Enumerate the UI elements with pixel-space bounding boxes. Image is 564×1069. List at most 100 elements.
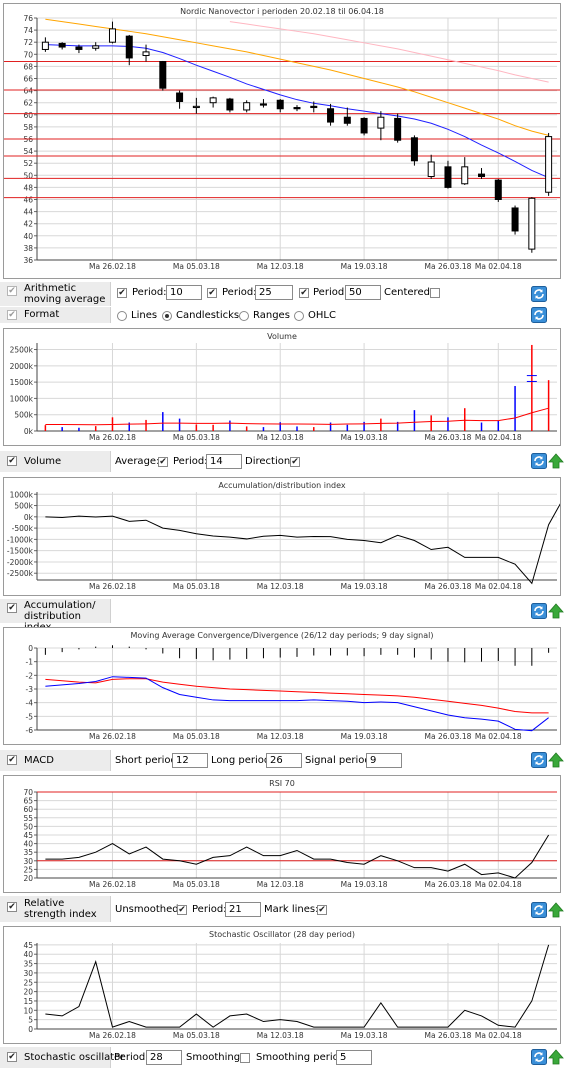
volume-period-input[interactable]: 14 (206, 454, 242, 469)
x-tick-label: Ma 02.04.18 (475, 732, 522, 741)
candle-body (410, 137, 418, 162)
format-lines-radio[interactable] (117, 311, 127, 321)
x-tick-label: Ma 19.03.18 (341, 1031, 388, 1040)
volume-average-line (45, 407, 549, 426)
y-tick-label: 38 (23, 244, 33, 253)
arrow-up-icon[interactable] (548, 752, 564, 768)
rsi-unsmoothed-checkbox[interactable]: ✔ (177, 905, 187, 915)
macd-long-input[interactable]: 26 (266, 753, 302, 768)
arrow-up-icon[interactable] (548, 603, 564, 619)
y-tick-label: 20 (23, 988, 33, 997)
ma-period2-input[interactable]: 25 (255, 285, 293, 300)
chart-title: Volume (267, 332, 297, 341)
stoch-period-input[interactable]: 28 (146, 1050, 182, 1065)
stoch-smoothing-label: Smoothing: (186, 1052, 244, 1063)
arrow-up-icon[interactable] (548, 1049, 564, 1065)
y-tick-label: 66 (23, 75, 33, 84)
format-ranges-label: Ranges (253, 310, 290, 321)
macd-checkbox[interactable]: ✔ (7, 755, 17, 765)
rsi-period-input[interactable]: 21 (225, 902, 261, 917)
price-chart: Nordic Nanovector i perioden 20.02.18 ti… (4, 7, 560, 271)
x-tick-label: Ma 26.02.18 (89, 1031, 136, 1040)
ma-period1-checkbox[interactable]: ✔ (117, 288, 127, 298)
macd-signal-label: Signal period: (305, 755, 375, 766)
x-tick-label: Ma 26.03.18 (425, 433, 472, 442)
macd-label-cell (0, 750, 111, 771)
volume-control-row: ✔ Volume Average: ✔ Period: 14 Direction… (0, 451, 564, 472)
ma-centered-label: Centered: (384, 287, 434, 298)
rsi-chart-panel: RSI 70 20 25 30 35 40 45 50 55 60 65 70 Ma 26.02.18 M… (3, 775, 561, 893)
ma-period3-checkbox[interactable]: ✔ (299, 288, 309, 298)
x-tick-label: Ma 05.03.18 (173, 433, 220, 442)
ma-control-row: ✔ Arithmetic moving average ✔ Period: 10… (0, 282, 564, 306)
ma25-line (45, 18, 549, 136)
x-tick-label: Ma 19.03.18 (341, 262, 388, 271)
rsi-mark-checkbox[interactable]: ✔ (317, 905, 327, 915)
candle-body (511, 207, 519, 232)
candle-body (360, 117, 368, 134)
arrow-up-icon[interactable] (548, 453, 564, 469)
y-tick-label: -2 (26, 671, 34, 680)
format-ranges-radio[interactable] (239, 311, 249, 321)
format-lines-label: Lines (131, 310, 158, 321)
ad-chart: Accumulation/distribution index -2500k -20… (7, 481, 560, 591)
ma-period2-checkbox[interactable]: ✔ (207, 288, 217, 298)
refresh-icon[interactable] (531, 902, 547, 918)
y-tick-label: 30 (23, 969, 33, 978)
x-tick-label: Ma 26.02.18 (89, 433, 136, 442)
rsi-checkbox[interactable]: ✔ (7, 902, 17, 912)
refresh-icon[interactable] (531, 1049, 547, 1065)
stoch-smoothing-checkbox[interactable] (240, 1053, 250, 1063)
candle-body (142, 51, 150, 57)
y-tick-label: 62 (23, 99, 33, 108)
candle-body (192, 105, 200, 109)
ad-checkbox[interactable]: ✔ (7, 603, 17, 613)
ma-centered-checkbox[interactable] (430, 288, 440, 298)
volume-average-checkbox[interactable]: ✔ (158, 457, 168, 467)
x-tick-label: Ma 12.03.18 (257, 1031, 304, 1040)
rsi-period-label: Period: (192, 904, 227, 915)
stoch-smoothing-period-input[interactable]: 5 (336, 1050, 372, 1065)
volume-checkbox[interactable]: ✔ (7, 456, 17, 466)
y-tick-label: 0k (24, 427, 34, 436)
ma-period3-input[interactable]: 50 (345, 285, 381, 300)
ma-checkbox[interactable]: ✔ (7, 286, 17, 296)
x-tick-label: Ma 12.03.18 (257, 880, 304, 889)
format-label: Format (24, 309, 60, 320)
volume-direction-checkbox[interactable]: ✔ (290, 457, 300, 467)
y-tick-label: 58 (23, 123, 33, 132)
y-tick-label: 74 (23, 26, 33, 35)
stoch-control-row: ✔ Stochastic oscillator Period: 28 Smoot… (0, 1047, 564, 1068)
rsi-control-row: ✔ Relative strength index Unsmoothed: ✔ … (0, 896, 564, 922)
y-tick-label: 65 (23, 797, 33, 806)
rsi-mark-label: Mark lines: (264, 904, 319, 915)
candle-body (377, 116, 385, 129)
y-tick-label: 500k (14, 502, 33, 511)
macd-signal-input[interactable]: 9 (366, 753, 402, 768)
y-tick-label: 45 (23, 941, 33, 950)
rsi-line (45, 834, 550, 879)
stoch-checkbox[interactable]: ✔ (7, 1052, 17, 1062)
y-tick-label: 70 (23, 788, 33, 797)
ma-period1-input[interactable]: 10 (166, 285, 202, 300)
arrow-up-icon[interactable] (548, 902, 564, 918)
format-ohlc-radio[interactable] (294, 311, 304, 321)
refresh-icon[interactable] (531, 603, 547, 619)
refresh-icon[interactable] (531, 453, 547, 469)
y-tick-label: 25 (23, 978, 33, 987)
refresh-icon[interactable] (531, 307, 547, 323)
y-tick-label: 10 (23, 1006, 33, 1015)
candle-body (494, 179, 502, 200)
candle-body (58, 42, 66, 48)
refresh-icon[interactable] (531, 286, 547, 302)
candle-body (226, 98, 234, 111)
volume-chart-panel: Volume 0k 500k 1000k 1500k 2000k 2500k Ma 26.02… (3, 328, 561, 446)
candle-body (176, 92, 184, 102)
candle-body (343, 116, 351, 124)
macd-short-input[interactable]: 12 (172, 753, 208, 768)
y-tick-label: 5 (28, 1016, 33, 1025)
format-candlesticks-radio[interactable] (162, 311, 172, 321)
refresh-icon[interactable] (531, 752, 547, 768)
y-tick-label: 0 (28, 1025, 33, 1034)
